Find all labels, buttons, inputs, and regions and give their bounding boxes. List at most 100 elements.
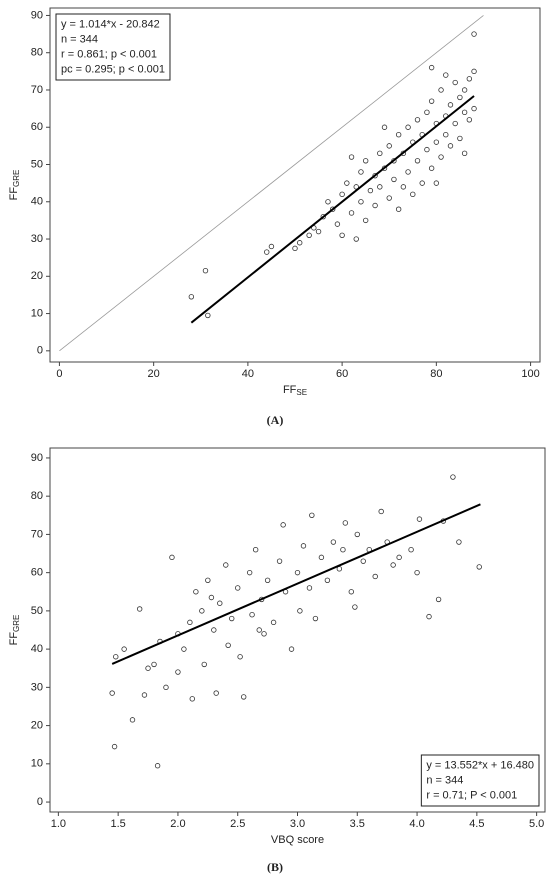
- x-tick-label: 40: [242, 368, 254, 380]
- point: [205, 577, 211, 583]
- point: [377, 184, 383, 190]
- annotation-line: n = 344: [426, 774, 463, 786]
- y-tick-label: 70: [31, 84, 43, 96]
- point: [414, 569, 420, 576]
- y-tick-label: 10: [31, 307, 43, 319]
- point: [318, 554, 325, 561]
- point: [320, 213, 326, 220]
- plot-frame: [49, 7, 541, 363]
- x-label-main: VBQ score: [271, 834, 324, 846]
- point: [447, 143, 454, 149]
- point: [367, 187, 374, 194]
- point: [344, 180, 350, 186]
- point: [461, 150, 468, 157]
- y-tick-label: 20: [31, 270, 43, 282]
- annotation-line: pc = 0.295; p < 0.001: [61, 63, 165, 75]
- point: [419, 180, 425, 186]
- point: [426, 613, 432, 620]
- x-tick-label: 1.5: [111, 818, 126, 830]
- point: [280, 522, 286, 528]
- y-tick-label: 30: [31, 681, 43, 693]
- y-axis-label: FFGRE: [8, 615, 21, 646]
- point: [339, 191, 345, 198]
- y-tick-label: 10: [31, 758, 43, 770]
- point: [416, 516, 423, 522]
- point: [466, 76, 473, 82]
- point: [294, 569, 301, 576]
- point: [362, 217, 369, 224]
- point: [348, 154, 355, 160]
- point: [121, 646, 127, 652]
- point: [408, 547, 414, 553]
- annotation-line: n = 344: [61, 33, 98, 45]
- point: [360, 558, 366, 564]
- point: [452, 79, 458, 86]
- reference-line: [59, 15, 484, 352]
- y-tick-label: 20: [31, 719, 43, 731]
- point: [225, 642, 231, 648]
- point: [377, 150, 383, 157]
- point: [435, 596, 442, 603]
- point: [471, 31, 477, 37]
- point: [471, 68, 477, 75]
- point: [334, 221, 341, 227]
- point: [362, 158, 369, 164]
- y-tick-label: 90: [31, 9, 43, 21]
- point: [353, 236, 359, 242]
- y-tick-label: 70: [31, 528, 43, 540]
- point: [443, 72, 449, 78]
- y-tick-label: 50: [31, 605, 43, 617]
- y-tick-label: 60: [31, 121, 43, 133]
- point: [438, 154, 444, 160]
- y-axis-label: FFGRE: [8, 170, 21, 201]
- point: [457, 135, 463, 142]
- point: [424, 146, 430, 153]
- point: [268, 243, 275, 250]
- point: [405, 169, 411, 175]
- point: [229, 615, 235, 622]
- point: [396, 554, 402, 561]
- y-tick-label: 50: [31, 158, 43, 170]
- y-tick-label: 40: [31, 643, 43, 655]
- point: [292, 245, 298, 252]
- point: [372, 573, 378, 580]
- x-axis-label: FFSE: [283, 384, 307, 397]
- point: [309, 512, 315, 518]
- point: [461, 109, 468, 116]
- y-tick-label: 0: [37, 796, 43, 808]
- point: [381, 165, 388, 171]
- y-tick-label: 80: [31, 47, 43, 59]
- point: [252, 547, 259, 553]
- point: [438, 87, 444, 93]
- point: [136, 606, 143, 612]
- point: [187, 619, 193, 626]
- annotation-box: [420, 754, 540, 807]
- y-tick-label: 60: [31, 567, 43, 579]
- annotation-box: [55, 13, 171, 81]
- point: [354, 531, 360, 538]
- y-tick-label: 40: [31, 196, 43, 208]
- point: [339, 232, 345, 239]
- y-tick-label: 30: [31, 233, 43, 245]
- point: [324, 577, 331, 583]
- point: [457, 94, 463, 101]
- point: [249, 612, 255, 618]
- point: [217, 600, 223, 606]
- x-tick-label: 3.5: [350, 818, 365, 830]
- point: [189, 696, 195, 702]
- point: [325, 199, 331, 205]
- y-label-sub: GRE: [12, 615, 21, 632]
- point: [237, 654, 243, 660]
- point: [395, 131, 402, 138]
- x-tick-label: 5.0: [529, 818, 544, 830]
- point: [428, 98, 435, 104]
- point: [141, 692, 148, 698]
- point: [202, 268, 209, 274]
- y-label-main: FF: [8, 632, 20, 646]
- point: [433, 180, 440, 186]
- point: [342, 520, 349, 526]
- annotation: y = 1.014*x - 20.842 n = 344 r = 0.861; p …: [55, 13, 171, 81]
- x-tick-label: 100: [521, 368, 539, 380]
- y-tick-label: 80: [31, 490, 43, 502]
- point: [261, 631, 267, 637]
